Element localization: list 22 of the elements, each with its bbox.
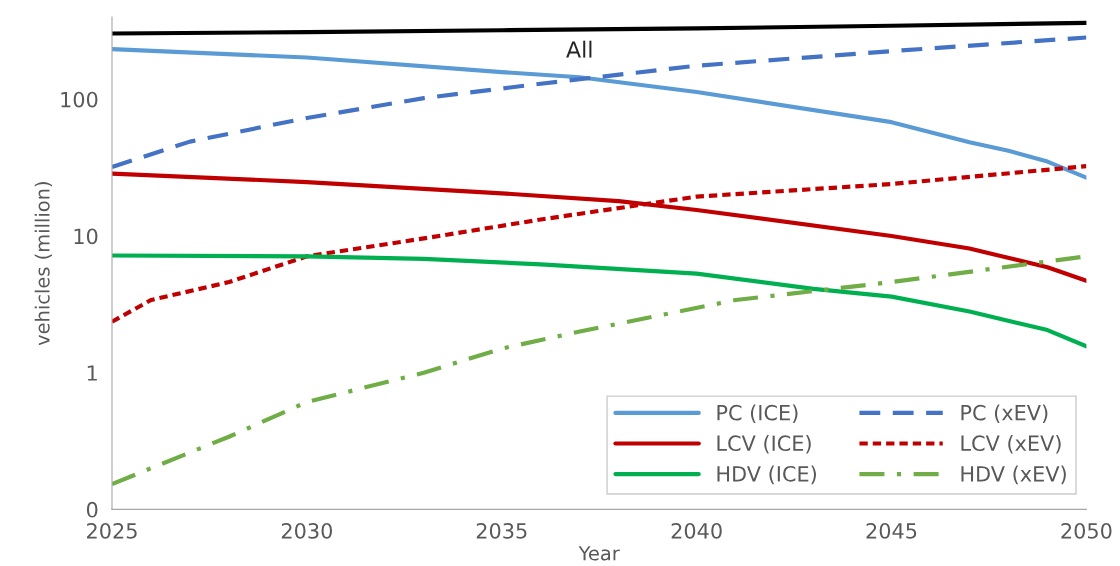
y-tick-label: 0 [86, 501, 98, 518]
legend-label: HDV (ICE) [717, 465, 816, 485]
legend-label: PC (ICE) [717, 404, 798, 423]
y-tick-label: 10 [74, 228, 98, 245]
x-tick-label: 2025 [87, 522, 137, 539]
x-tick-label: 2050 [1061, 522, 1112, 539]
y-tick-label: 1 [87, 365, 97, 381]
line-series [112, 164, 1087, 324]
x-tick-label: 2030 [281, 522, 333, 539]
annotation: All [566, 40, 592, 58]
legend-label: LCV (xEV) [961, 435, 1061, 454]
x-tick-label: 2040 [671, 522, 722, 539]
y-tick-label: 100 [61, 91, 98, 108]
y-axis-title: vehicles (million) [34, 182, 52, 346]
line-series [112, 253, 1087, 349]
line-series [112, 20, 1087, 36]
legend-label: PC (xEV) [961, 404, 1048, 423]
legend-label: LCV (ICE) [717, 435, 811, 454]
x-axis-title: Year [578, 546, 620, 561]
legend-label: HDV (xEV) [961, 465, 1066, 485]
x-tick-label: 2045 [866, 522, 917, 539]
x-tick-label: 2035 [476, 522, 527, 539]
